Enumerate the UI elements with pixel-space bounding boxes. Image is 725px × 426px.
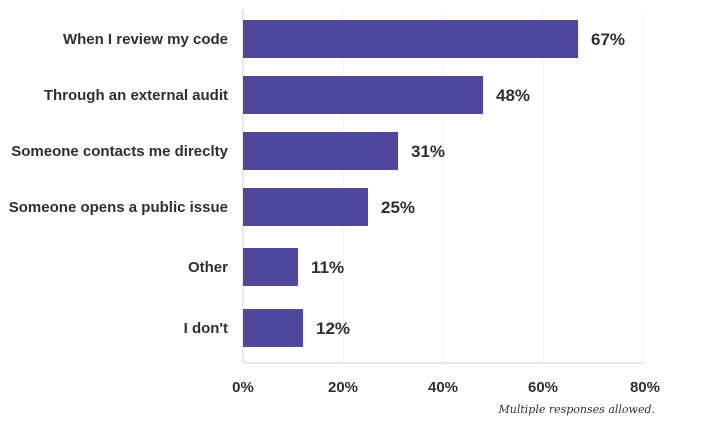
- category-label: Someone opens a public issue: [9, 199, 228, 216]
- bar: [243, 20, 578, 58]
- category-label: Someone contacts me direclty: [11, 143, 228, 160]
- bars: [243, 20, 578, 347]
- x-tick-label: 60%: [528, 379, 558, 396]
- x-tick-labels: 0% 20% 40% 60% 80%: [232, 379, 660, 396]
- value-label: 25%: [381, 198, 415, 217]
- category-label: I don't: [184, 320, 228, 337]
- bar: [243, 309, 303, 347]
- x-tick-label: 40%: [428, 379, 458, 396]
- value-label: 31%: [411, 142, 445, 161]
- bar: [243, 132, 398, 170]
- gridlines: [342, 10, 644, 363]
- chart-note: Multiple responses allowed.: [498, 403, 655, 416]
- category-label: Through an external audit: [44, 87, 228, 104]
- value-label: 67%: [591, 30, 625, 49]
- x-tick-label: 80%: [630, 379, 660, 396]
- bar: [243, 76, 483, 114]
- x-tick-label: 20%: [328, 379, 358, 396]
- value-labels: 67% 48% 31% 25% 11% 12%: [311, 30, 625, 338]
- value-label: 12%: [316, 319, 350, 338]
- x-tick-label: 0%: [232, 379, 254, 396]
- category-labels: When I review my code Through an external…: [9, 31, 229, 337]
- category-label: Other: [188, 259, 228, 276]
- bar: [243, 188, 368, 226]
- value-label: 48%: [496, 86, 530, 105]
- bar: [243, 248, 298, 286]
- value-label: 11%: [311, 258, 344, 277]
- category-label: When I review my code: [63, 31, 228, 48]
